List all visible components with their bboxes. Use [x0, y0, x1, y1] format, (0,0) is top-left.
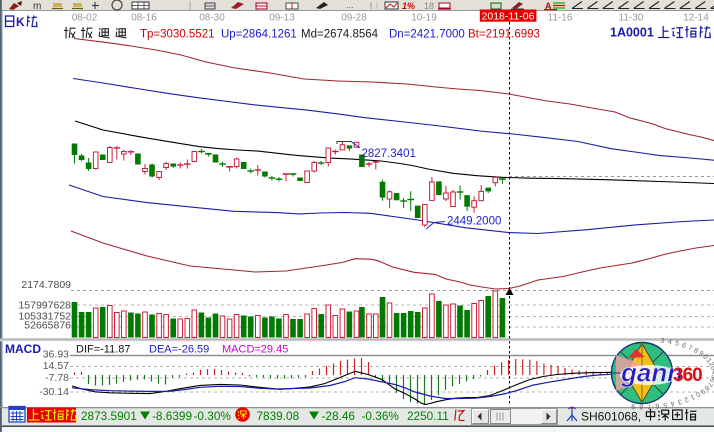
- svg-text:-0.30%: -0.30%: [194, 409, 232, 423]
- svg-text:SH601068,: SH601068,: [581, 409, 641, 423]
- svg-text:1%: 1%: [402, 1, 415, 11]
- svg-text:Dn=2421.7000: Dn=2421.7000: [389, 29, 465, 41]
- svg-text:2873.5901: 2873.5901: [81, 409, 137, 423]
- svg-text:7839.08: 7839.08: [257, 409, 300, 423]
- svg-text:MACD=29.45: MACD=29.45: [222, 344, 288, 356]
- svg-text:11-16: 11-16: [548, 13, 573, 24]
- svg-text:MACD: MACD: [5, 342, 41, 356]
- svg-text:08-30: 08-30: [199, 13, 225, 24]
- svg-text:6: 6: [681, 342, 687, 350]
- svg-text:09-28: 09-28: [341, 13, 367, 24]
- svg-text:14.57: 14.57: [43, 360, 69, 372]
- svg-text:3: 3: [677, 397, 683, 405]
- svg-text:DIF=-11.87: DIF=-11.87: [76, 344, 131, 356]
- svg-text:1: 1: [689, 393, 696, 401]
- svg-text:Md=2674.8564: Md=2674.8564: [301, 29, 379, 41]
- svg-text:5: 5: [709, 374, 714, 379]
- svg-text:12-14: 12-14: [683, 13, 709, 24]
- svg-text:0: 0: [701, 353, 709, 361]
- svg-text:6: 6: [708, 377, 714, 384]
- svg-text:8: 8: [703, 384, 711, 392]
- svg-text:Tp=3030.5521: Tp=3030.5521: [140, 29, 215, 41]
- svg-text:2174.7809: 2174.7809: [21, 279, 71, 291]
- svg-text:18: 18: [424, 1, 434, 11]
- svg-text:2: 2: [707, 361, 714, 368]
- svg-text:9: 9: [697, 350, 704, 358]
- svg-text:6: 6: [655, 402, 660, 409]
- svg-text:2449.2000: 2449.2000: [447, 216, 501, 228]
- svg-text:360: 360: [673, 365, 702, 386]
- svg-text:08-02: 08-02: [72, 13, 98, 24]
- svg-text:A: A: [545, 1, 552, 11]
- svg-text:1A0001: 1A0001: [610, 26, 654, 40]
- svg-text:m: m: [33, 1, 41, 12]
- svg-text:5: 5: [663, 401, 668, 409]
- svg-text:10-19: 10-19: [411, 13, 437, 24]
- svg-text:Bt=2191.6993: Bt=2191.6993: [468, 29, 540, 41]
- svg-text:7: 7: [647, 402, 651, 409]
- svg-text:4: 4: [667, 339, 672, 347]
- svg-text:7: 7: [706, 380, 714, 387]
- svg-text:-8.6399: -8.6399: [152, 409, 192, 423]
- svg-text:3: 3: [660, 337, 665, 344]
- svg-text:36.93: 36.93: [43, 349, 69, 361]
- svg-text:3: 3: [709, 365, 714, 371]
- svg-text:11-30: 11-30: [619, 13, 644, 24]
- svg-text:-30.14: -30.14: [39, 386, 69, 398]
- svg-text:1: 1: [705, 357, 713, 365]
- svg-text:Up=2864.1261: Up=2864.1261: [221, 29, 297, 41]
- svg-text:9: 9: [631, 402, 635, 409]
- svg-text:8: 8: [639, 402, 643, 409]
- svg-text:08-16: 08-16: [131, 13, 157, 24]
- svg-text:5: 5: [674, 340, 680, 348]
- svg-text:4: 4: [710, 370, 714, 374]
- svg-text:DEA=-26.59: DEA=-26.59: [149, 344, 209, 356]
- svg-text:4: 4: [670, 399, 675, 407]
- svg-text:-0.36%: -0.36%: [362, 409, 400, 423]
- svg-text:K: K: [16, 15, 25, 29]
- svg-text:-28.46: -28.46: [322, 409, 356, 423]
- svg-text:9: 9: [699, 387, 706, 395]
- svg-text:09-13: 09-13: [269, 13, 295, 24]
- svg-text:...: ...: [346, 0, 354, 10]
- svg-text:8: 8: [692, 347, 699, 355]
- svg-text:105331752: 105331752: [18, 310, 71, 322]
- svg-text:0: 0: [694, 390, 701, 398]
- svg-text:2250.11: 2250.11: [407, 409, 449, 423]
- svg-text:gann: gann: [620, 358, 683, 388]
- svg-text:157997628: 157997628: [18, 300, 71, 312]
- svg-text:2: 2: [683, 395, 689, 403]
- svg-text:7: 7: [687, 344, 693, 352]
- svg-text:2827.3401: 2827.3401: [362, 148, 416, 160]
- svg-text:52665876: 52665876: [24, 320, 71, 332]
- svg-text:-7.78: -7.78: [45, 372, 69, 384]
- svg-text:2018-11-06: 2018-11-06: [482, 11, 535, 23]
